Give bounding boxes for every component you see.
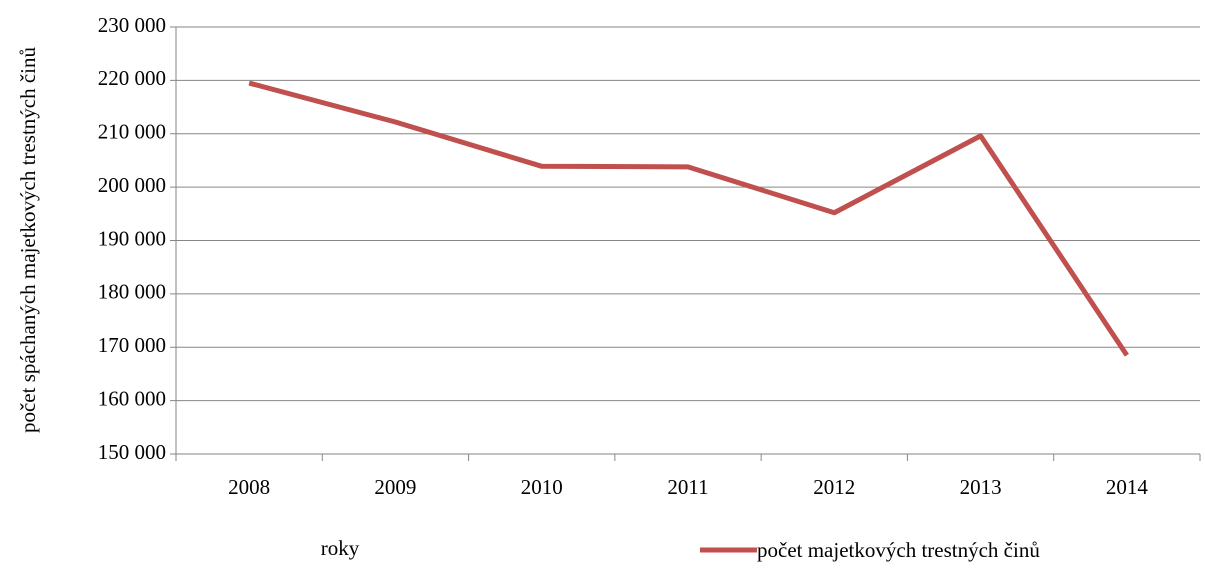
y-tick-label: 220 000	[98, 66, 166, 90]
y-tick-label: 210 000	[98, 120, 166, 144]
y-tick-label: 170 000	[98, 333, 166, 357]
data-line	[248, 80, 1129, 357]
y-tick-label: 160 000	[98, 386, 166, 410]
y-tick-label: 230 000	[98, 13, 166, 37]
x-tick-label: 2012	[813, 475, 855, 499]
x-tick-label: 2009	[374, 475, 416, 499]
y-axis-label: počet spáchaných majetkových trestných č…	[16, 46, 40, 433]
y-tick-label: 200 000	[98, 173, 166, 197]
x-axis-label: roky	[321, 536, 360, 560]
y-tick-label: 150 000	[98, 440, 166, 464]
x-tick-label: 2014	[1106, 475, 1149, 499]
x-tick-label: 2008	[228, 475, 270, 499]
x-tick-label: 2013	[960, 475, 1002, 499]
y-tick-label: 180 000	[98, 280, 166, 304]
x-tick-label: 2011	[667, 475, 708, 499]
y-tick-label: 190 000	[98, 226, 166, 250]
legend-label: počet majetkových trestných činů	[757, 538, 1040, 562]
x-tick-label: 2010	[521, 475, 563, 499]
